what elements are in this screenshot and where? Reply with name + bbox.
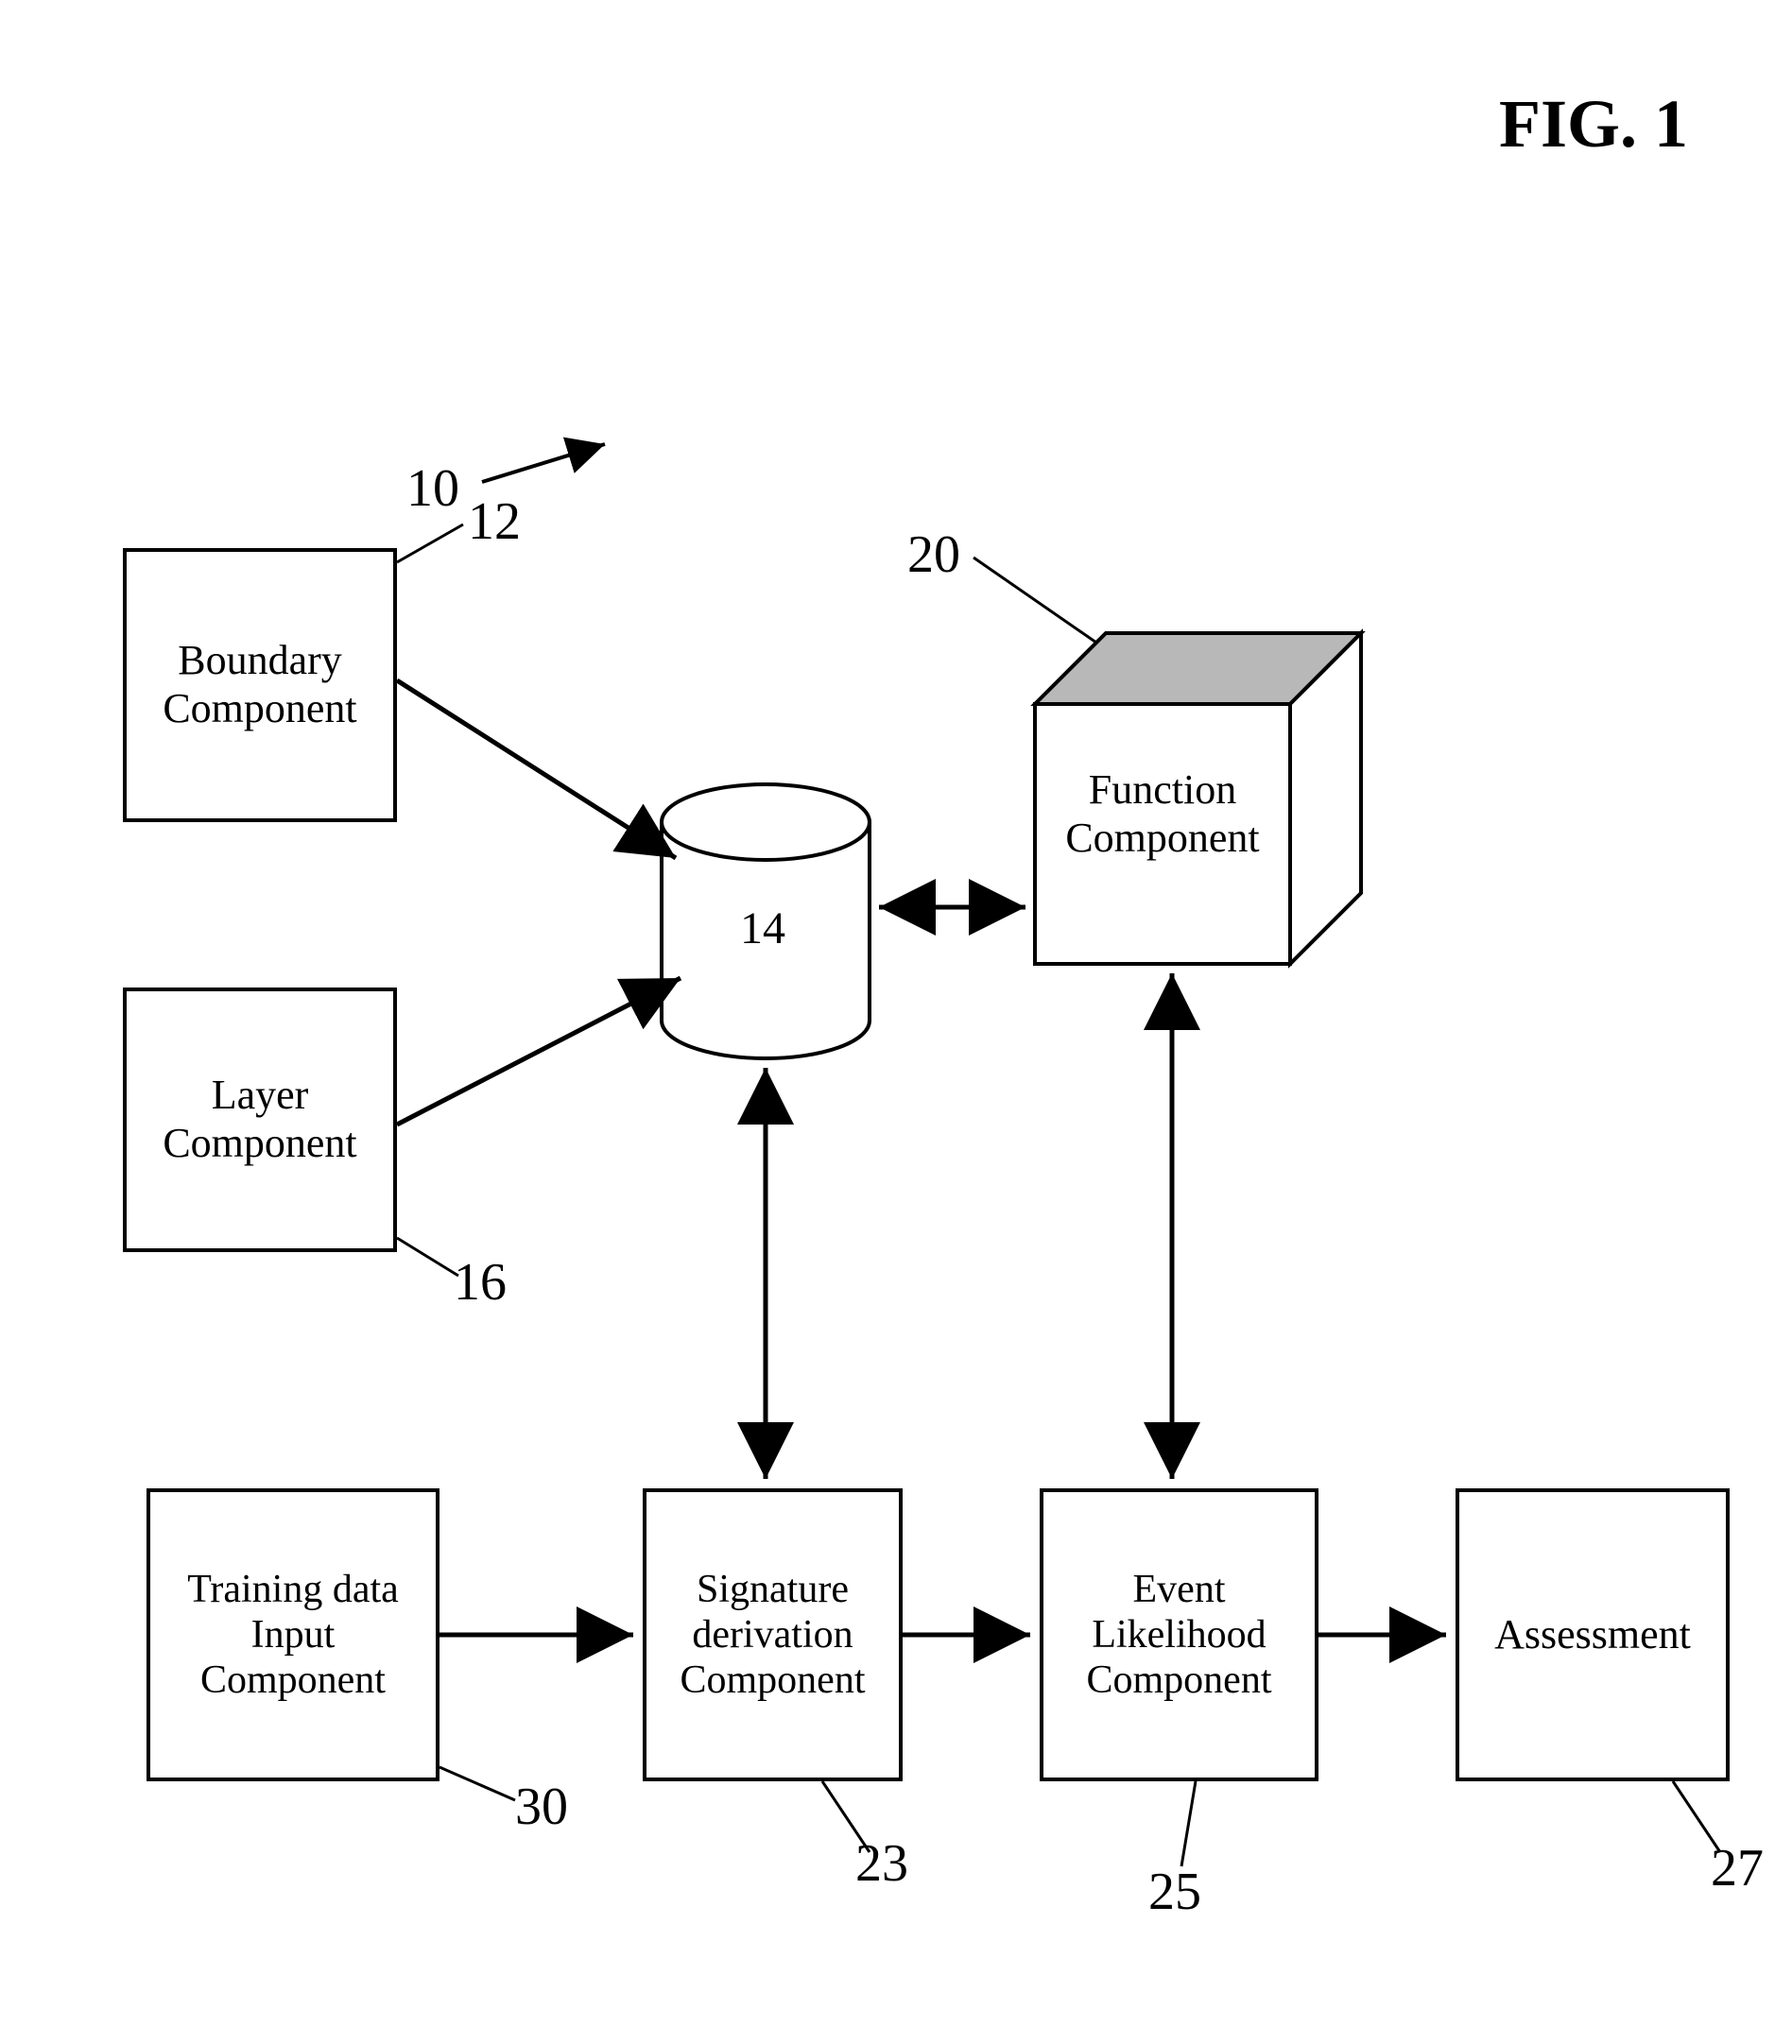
figure-stage: FIG. 1 10 Boundary Component 12 Layer Co… — [0, 0, 1792, 2044]
connectors — [0, 0, 1792, 2044]
